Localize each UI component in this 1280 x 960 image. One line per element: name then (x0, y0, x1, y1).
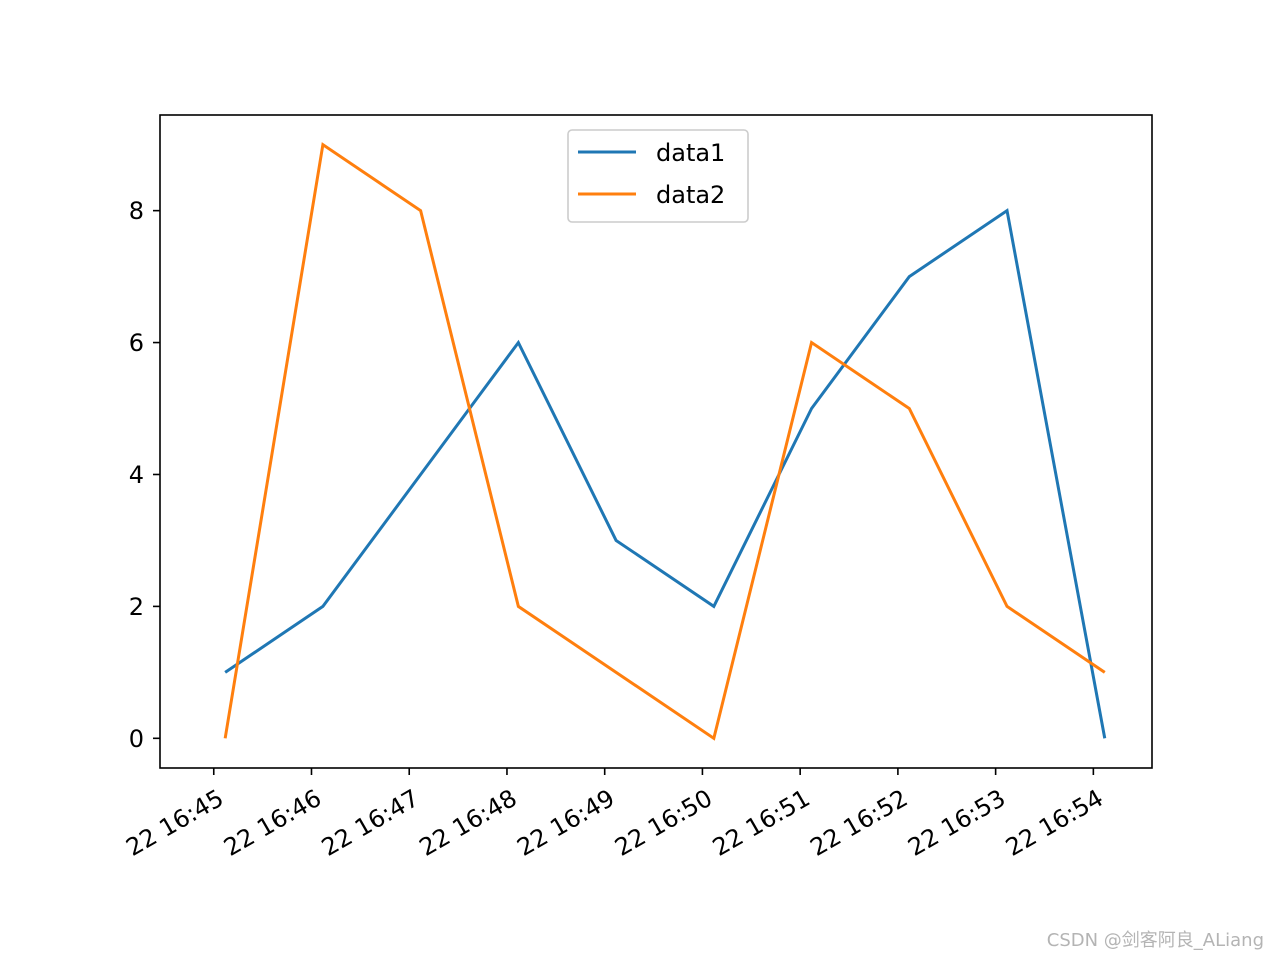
x-tick-label-4: 22 16:49 (512, 784, 619, 862)
x-tick-label-1: 22 16:46 (219, 784, 326, 862)
y-tick-label-4: 8 (129, 197, 144, 225)
x-tick-label-8: 22 16:53 (903, 784, 1010, 862)
watermark: CSDN @剑客阿良_ALiang (1046, 930, 1264, 951)
legend-label-data2: data2 (656, 181, 725, 209)
x-tick-label-6: 22 16:51 (708, 784, 815, 862)
x-tick-label-3: 22 16:48 (415, 784, 522, 862)
y-axis: 0 2 4 6 8 (129, 197, 160, 753)
x-tick-label-7: 22 16:52 (806, 784, 913, 862)
x-tick-label-9: 22 16:54 (1001, 784, 1108, 862)
y-tick-label-3: 6 (129, 329, 144, 357)
series-line-data2 (223, 142, 1106, 741)
y-tick-label-0: 0 (129, 725, 144, 753)
series-line-data1 (224, 208, 1107, 739)
x-tick-label-0: 22 16:45 (121, 784, 228, 862)
plot-frame (159, 114, 1153, 769)
y-tick-label-1: 2 (129, 593, 144, 621)
x-tick-label-2: 22 16:47 (317, 784, 424, 862)
legend-label-data1: data1 (656, 139, 725, 167)
series-lines (223, 142, 1107, 741)
y-tick-label-2: 4 (129, 461, 144, 489)
x-tick-label-5: 22 16:50 (610, 784, 717, 862)
legend: data1 data2 (567, 129, 749, 223)
